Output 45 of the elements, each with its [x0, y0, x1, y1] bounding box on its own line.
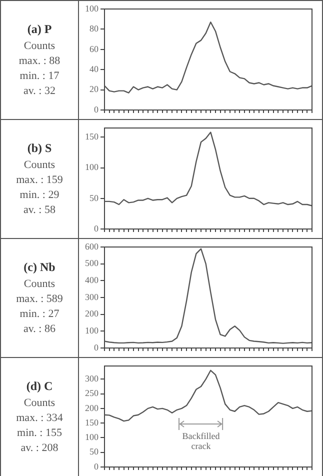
- y-tick-label: 60: [90, 44, 99, 54]
- text: (c) Nb: [24, 260, 56, 274]
- y-tick-label: 50: [90, 446, 99, 457]
- text: av. : 86: [24, 322, 56, 336]
- y-tick-label: 150: [85, 132, 99, 142]
- y-tick-label: 100: [85, 432, 99, 442]
- y-tick-label: 400: [85, 275, 99, 286]
- y-tick-label: 0: [94, 223, 99, 234]
- y-tick-label: 0: [94, 104, 99, 114]
- y-tick-label: 100: [85, 3, 99, 14]
- text: max. : 334: [16, 410, 63, 426]
- y-tick-label: 500: [85, 258, 99, 268]
- annotation: Backfilled crack: [181, 430, 221, 451]
- y-tick-label: 0: [94, 342, 99, 352]
- y-tick-label: 20: [90, 84, 99, 94]
- text: min. : 17: [20, 68, 60, 84]
- text: max. : 159: [16, 172, 63, 188]
- text: Counts: [24, 276, 56, 292]
- y-tick-label: 200: [85, 402, 99, 413]
- text: (b) S: [27, 140, 52, 156]
- text: (a) P: [27, 22, 52, 36]
- y-tick-label: 100: [85, 326, 99, 336]
- text: Counts: [24, 158, 56, 172]
- text: av. : 58: [24, 202, 56, 218]
- y-tick-label: 300: [85, 374, 99, 384]
- text: min. : 27: [20, 306, 60, 322]
- y-tick-label: 300: [85, 292, 99, 302]
- y-tick-label: 250: [85, 388, 99, 398]
- y-tick-label: 100: [85, 162, 99, 172]
- y-tick-label: 0: [94, 461, 99, 472]
- y-tick-label: 50: [90, 192, 99, 203]
- text: max. : 589: [16, 292, 63, 306]
- y-tick-label: 600: [85, 241, 99, 252]
- text: av. : 32: [24, 84, 56, 98]
- y-tick-label: 40: [90, 64, 99, 74]
- text: Counts: [24, 38, 56, 54]
- y-tick-label: 200: [85, 308, 99, 319]
- text: (d) C: [26, 378, 53, 394]
- y-tick-label: 80: [90, 24, 99, 34]
- text: av. : 208: [20, 440, 58, 456]
- text: Counts: [24, 396, 56, 410]
- text: min. : 29: [20, 188, 60, 202]
- text: max. : 88: [18, 54, 60, 68]
- text: min. : 155: [17, 426, 62, 440]
- y-tick-label: 150: [85, 417, 99, 428]
